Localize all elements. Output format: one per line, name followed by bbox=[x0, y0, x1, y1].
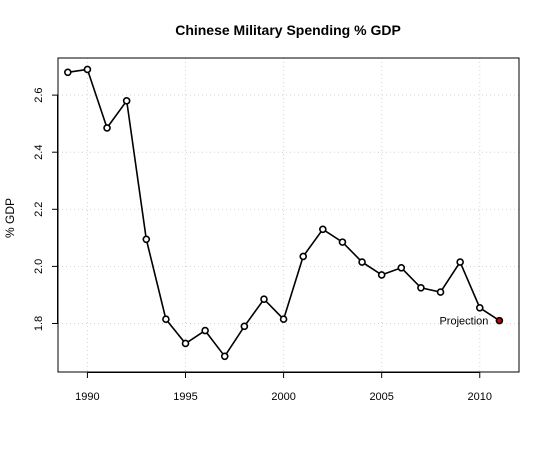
data-point bbox=[456, 258, 464, 266]
x-tick-label: 2000 bbox=[271, 391, 295, 403]
data-point bbox=[417, 283, 425, 292]
data-point bbox=[279, 315, 288, 323]
data-point bbox=[240, 322, 249, 331]
data-point bbox=[181, 339, 190, 348]
chart-title: Chinese Military Spending % GDP bbox=[175, 22, 401, 38]
x-tick-label: 2010 bbox=[468, 391, 492, 403]
data-point bbox=[338, 238, 347, 246]
data-point bbox=[397, 264, 406, 272]
data-point bbox=[358, 258, 366, 266]
data-point bbox=[162, 315, 170, 323]
data-point bbox=[103, 124, 111, 132]
data-point bbox=[319, 225, 327, 234]
data-point bbox=[436, 288, 445, 296]
y-tick-label: 2.2 bbox=[33, 202, 45, 217]
y-axis-label: % GDP bbox=[3, 198, 17, 238]
data-point bbox=[260, 295, 268, 304]
y-tick-label: 2.4 bbox=[33, 145, 45, 160]
data-point bbox=[299, 252, 308, 261]
data-point bbox=[475, 303, 484, 312]
projection-point bbox=[495, 316, 504, 325]
x-tick-label: 1990 bbox=[75, 391, 99, 403]
annotation-label: Projection bbox=[439, 316, 488, 328]
data-point bbox=[83, 65, 92, 74]
data-point bbox=[142, 235, 151, 244]
series-line bbox=[67, 68, 500, 358]
data-point bbox=[220, 352, 229, 361]
x-tick-label: 2005 bbox=[369, 391, 393, 403]
data-layer: Projection bbox=[64, 65, 504, 361]
data-point bbox=[122, 97, 131, 105]
data-point bbox=[64, 68, 72, 77]
y-tick-label: 2.6 bbox=[33, 87, 45, 102]
y-tick-label: 2.0 bbox=[33, 259, 45, 274]
axes: 1990 1995 2000 2005 2010 1.8 2.0 2.2 2.4 2.6 bbox=[33, 87, 492, 403]
data-point bbox=[377, 271, 386, 279]
data-point bbox=[201, 326, 209, 335]
y-tick-label: 1.8 bbox=[33, 316, 45, 331]
x-tick-label: 1995 bbox=[173, 391, 197, 403]
plot-frame bbox=[57, 57, 520, 373]
grid bbox=[58, 58, 519, 372]
